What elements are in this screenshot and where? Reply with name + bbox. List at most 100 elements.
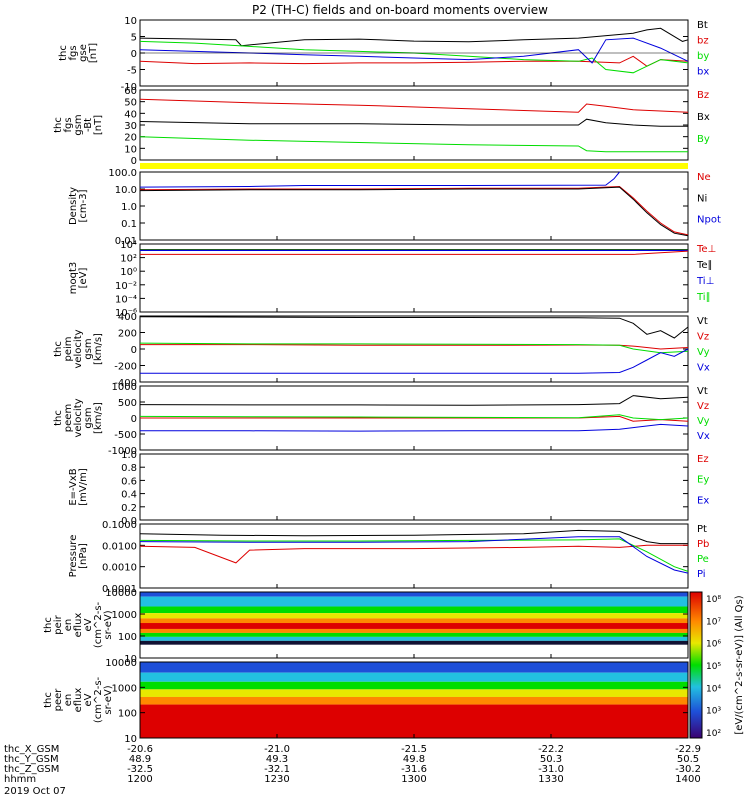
axis-row-value: -31.6 xyxy=(401,764,427,775)
series-line-green xyxy=(139,538,689,572)
colorbar-tick-label: 10⁵ xyxy=(706,662,721,672)
series-line-black xyxy=(139,529,688,545)
y-axis-label-line: thc xyxy=(43,617,54,633)
y-tick-label: 0.0010 xyxy=(102,563,137,574)
axis-row-label: thc_Z_GSM xyxy=(4,764,59,775)
date-label: 2019 Oct 07 xyxy=(4,786,66,797)
panels: thcfgsgse[nT]1050-5-10Btbzbybxthcfgsgsm-… xyxy=(43,16,721,745)
y-tick-label: 10⁻⁶ xyxy=(115,308,137,319)
y-axis-label-line: peer xyxy=(53,688,64,712)
y-axis-label: thcpeimvelocitygsm[km/s] xyxy=(53,329,104,368)
y-tick-label: 1000 xyxy=(112,382,137,393)
legend-label: Vx xyxy=(697,363,710,374)
axis-row-value: 48.9 xyxy=(129,754,151,765)
heatmap-band-5 xyxy=(140,618,688,624)
colorbar-tick-label: 10⁶ xyxy=(706,640,721,650)
panel-frame xyxy=(139,171,689,241)
legend-label: Bt xyxy=(697,20,708,31)
series-line-black xyxy=(139,186,689,237)
series-line-blue xyxy=(140,423,689,432)
legend-label: Pe xyxy=(697,554,709,565)
y-tick-label: 1000 xyxy=(112,683,137,694)
legend-label: bx xyxy=(697,67,709,78)
y-tick-label: 200 xyxy=(118,329,137,340)
y-tick-label: 10 xyxy=(124,734,137,745)
series-line-black xyxy=(139,395,689,406)
series-line-red xyxy=(140,250,689,255)
y-tick-label: 20 xyxy=(124,133,137,144)
colorbar-tick-label: 10⁴ xyxy=(706,684,721,694)
y-tick-label: -1000 xyxy=(108,446,137,457)
series-line-black xyxy=(139,27,689,47)
legend-label: Ne xyxy=(697,172,711,183)
y-axis-label-line: en xyxy=(63,694,74,707)
y-tick-label: 10² xyxy=(120,254,137,265)
axis-row-value: 50.5 xyxy=(677,754,699,765)
axis-row-value: 49.3 xyxy=(266,754,288,765)
y-axis-label-line: gse xyxy=(78,44,89,62)
y-axis-label-line: peir xyxy=(53,614,64,634)
y-axis-label-line: thc xyxy=(53,117,64,133)
yellow-flag-bar xyxy=(140,163,688,169)
heatmap-band-6 xyxy=(140,623,688,629)
y-axis-label-line: eV xyxy=(83,618,94,631)
y-axis-label-line: gsm xyxy=(73,114,84,135)
legend-label: Vz xyxy=(697,401,709,412)
y-axis-label-line: velocity xyxy=(73,329,84,368)
y-axis-label: thcfgsgsm-Bt[nT] xyxy=(53,114,104,135)
panel-9: thcpeirenefluxeV(cm^2-s-sr-eV) 10000 1000 1… xyxy=(43,588,689,665)
y-tick-label: 10 xyxy=(124,16,137,27)
y-tick-label: 0 xyxy=(131,345,137,356)
y-tick-label: 100.0 xyxy=(108,168,137,179)
heatmap-band-1 xyxy=(140,662,688,673)
legend-label: Vz xyxy=(697,332,709,343)
legend-label: by xyxy=(697,51,709,62)
y-axis-label-line: Pressure xyxy=(68,535,79,578)
legend-label: Pb xyxy=(697,539,709,550)
y-tick-label: 10⁴ xyxy=(120,240,137,251)
y-tick-label: 0.1 xyxy=(121,219,137,230)
colorbar-tick-label: 10³ xyxy=(706,707,721,717)
panel-8: Pressure[nPa] 0.1000 0.0100 0.0010 0.0001 Pt P… xyxy=(68,520,709,595)
colorbar: 10⁸ 10⁷ 10⁶ 10⁵ 10⁴ 10³ 10² [eV/(cm^2-s-sr-eV)]… xyxy=(689,591,745,739)
legend-label: Ni xyxy=(697,193,707,204)
axis-row-value: -32.5 xyxy=(127,764,153,775)
series-line-blue xyxy=(139,536,689,574)
axis-row-value: 1200 xyxy=(127,774,152,785)
legend-label: Pt xyxy=(697,524,707,535)
legend-label: Ez xyxy=(697,454,709,465)
axis-row-value: 1330 xyxy=(538,774,563,785)
y-axis-label: moqt3[eV] xyxy=(68,262,89,295)
y-axis-label-line: eV xyxy=(83,693,94,706)
y-axis-label-line: -Bt xyxy=(83,118,94,132)
series-line-green xyxy=(139,40,689,74)
axis-row-label: thc_Y_GSM xyxy=(4,754,59,765)
plot-title: P2 (TH-C) fields and on-board moments ov… xyxy=(252,3,548,17)
legend-label: Bx xyxy=(697,112,710,123)
heatmap-band-8 xyxy=(140,632,688,637)
axis-row-value: -30.2 xyxy=(675,764,701,775)
y-tick-label: 0 xyxy=(131,49,137,60)
heatmap-band-3 xyxy=(140,606,688,614)
y-tick-label: 0.0100 xyxy=(102,541,137,552)
heatmap-band-3 xyxy=(140,681,688,690)
y-axis-label-line: E=-VxB xyxy=(68,468,79,505)
series-line-green xyxy=(139,342,689,354)
y-axis-label: Density[cm-3] xyxy=(68,187,89,225)
y-axis-label-line: [km/s] xyxy=(93,402,104,434)
axis-row-value: 50.3 xyxy=(540,754,562,765)
colorbar-tick-label: 10⁷ xyxy=(706,617,721,627)
y-tick-label: 0.6 xyxy=(121,476,137,487)
y-axis-label-line: moqt3 xyxy=(68,262,79,295)
axis-row-value: -32.1 xyxy=(264,764,290,775)
panel-10: thcpeerenefluxeV(cm^2-s-sr-eV) 10000 1000 1… xyxy=(43,658,689,745)
colorbar-scale xyxy=(689,591,703,739)
series-line-blue xyxy=(140,348,689,374)
y-tick-label: 5 xyxy=(131,33,137,44)
y-axis-label: Pressure[nPa] xyxy=(68,535,89,578)
legend-label: Vt xyxy=(697,316,708,327)
legend-label: Pi xyxy=(697,569,706,580)
y-axis-label-line: eflux xyxy=(73,688,84,713)
